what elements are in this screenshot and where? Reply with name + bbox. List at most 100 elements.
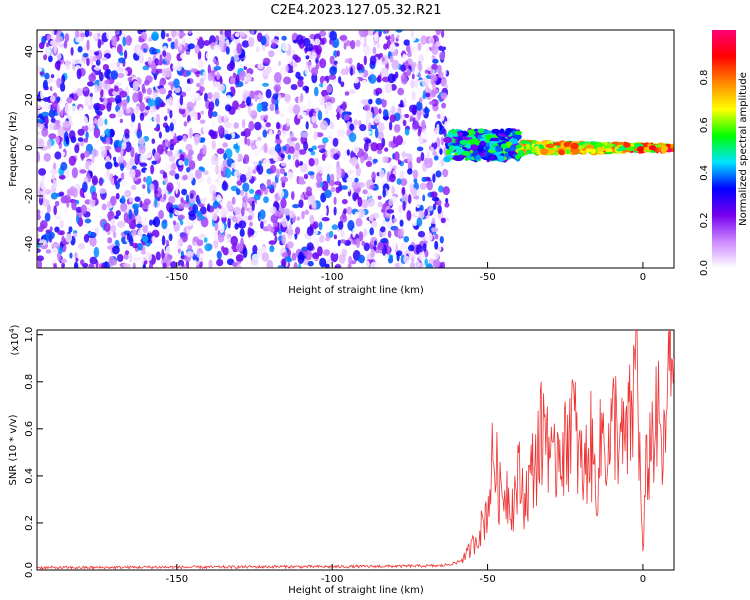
spectrogram-cell (366, 30, 375, 36)
spectrogram-cell (331, 245, 339, 255)
spectrogram-cell (129, 252, 133, 263)
spectrogram-cell (86, 39, 90, 51)
spectrogram-cell (149, 219, 153, 226)
spectrogram-cell (403, 39, 411, 46)
spectrogram-cell (381, 57, 385, 62)
spectrogram-cell (168, 233, 173, 242)
spectrogram-cell (295, 159, 300, 168)
spectrogram-cell (505, 141, 512, 147)
spectrogram-cell (408, 244, 415, 252)
spectrogram-cell (248, 206, 252, 215)
spectrogram-cell (414, 78, 419, 89)
spectrogram-cell (570, 142, 579, 150)
spectrogram-cell (298, 180, 306, 185)
spectrogram-cell (421, 119, 426, 130)
x-tick-label: -50 (479, 272, 495, 283)
spectrogram-cell (477, 134, 483, 139)
spectrogram-cell (433, 155, 439, 161)
spectrogram-cell (471, 152, 477, 157)
spectrogram-cell (186, 70, 192, 76)
spectrogram-cell (236, 242, 244, 253)
spectrogram-cell (280, 176, 289, 183)
spectrogram-cell (422, 90, 427, 100)
spectrogram-cell (420, 87, 424, 97)
spectrogram-cell (360, 36, 365, 46)
spectrogram-cell (410, 187, 418, 196)
spectrogram-cell (87, 96, 93, 106)
spectrogram-cell (425, 84, 430, 93)
spectrogram-cell (153, 151, 160, 161)
spectrogram-cell (51, 173, 56, 181)
spectrogram-cell (174, 38, 179, 50)
spectrogram-cell (188, 127, 193, 139)
spectrogram-cell (371, 171, 376, 181)
spectrogram-cell (49, 226, 53, 232)
spectrogram-cell (419, 182, 427, 190)
spectrogram-cell (116, 44, 123, 54)
spectrogram-cell (326, 258, 332, 265)
spectrogram-cell (64, 33, 70, 43)
spectrogram-cell (363, 228, 368, 237)
spectrogram-cell (306, 226, 314, 237)
spectrogram-cell (216, 258, 224, 267)
spectrogram-cell (51, 243, 59, 248)
spectrogram-cell (344, 91, 350, 96)
spectrogram-cell (284, 94, 291, 102)
spectrogram-cell (384, 147, 389, 152)
spectrogram-cell (435, 170, 442, 178)
spectrogram-cell (233, 143, 239, 150)
spectrogram-cell (292, 54, 299, 61)
spectrogram-cell (226, 63, 234, 72)
spectrogram-cell (60, 161, 68, 171)
spectrogram-cell (355, 39, 361, 48)
spectrogram-cell (53, 41, 60, 46)
spectrogram-cell (87, 119, 95, 126)
spectrogram-cell (157, 60, 163, 66)
spectrogram-cell (300, 193, 304, 199)
spectrogram-cell (185, 221, 193, 227)
spectrogram-cell (164, 138, 169, 148)
spectrogram-cell (151, 160, 158, 165)
spectrogram-cell (336, 50, 340, 57)
spectrogram-cell (137, 242, 143, 251)
spectrogram-cell (135, 261, 141, 268)
spectrogram-cell (310, 150, 316, 156)
spectrogram-cell (347, 220, 355, 231)
spectrogram-cell (217, 174, 223, 180)
spectrogram-cell (170, 30, 177, 38)
spectrogram-cell (311, 200, 317, 209)
spectrogram-cell (434, 127, 440, 135)
spectrogram-cell (177, 259, 185, 268)
spectrogram-cell (104, 79, 111, 85)
spectrogram-cell (267, 223, 272, 232)
spectrogram-cell (194, 112, 198, 121)
spectrogram-cell (262, 158, 271, 168)
spectrogram-cell (280, 153, 286, 159)
spectrogram-cell (263, 142, 268, 154)
spectrogram-cell (155, 113, 161, 125)
spectrogram-cell (204, 243, 212, 252)
spectrogram-cell (39, 211, 44, 217)
spectrogram-cell (133, 256, 139, 262)
spectrogram-cell (162, 227, 171, 234)
spectrogram-cell (230, 185, 238, 192)
spectrogram-cell (37, 151, 41, 162)
spectrogram-cell (274, 235, 278, 243)
spectrogram-cell (286, 50, 292, 56)
spectrogram-cell (393, 151, 400, 161)
spectrogram-cell (256, 30, 265, 33)
spectrogram-cell (143, 48, 147, 53)
spectrogram-cell (648, 145, 657, 151)
spectrogram-cell (83, 150, 90, 158)
spectrogram-cell (489, 137, 500, 142)
spectrogram-cell (396, 178, 402, 185)
spectrogram-cell (469, 144, 478, 151)
spectrogram-cell (222, 159, 228, 167)
spectrogram-cell (182, 135, 187, 143)
spectrogram-cell (377, 201, 383, 208)
spectrogram-cell (200, 86, 205, 92)
spectrogram-cell (121, 141, 127, 150)
spectrogram-cell (51, 101, 58, 110)
spectrogram-cell (80, 152, 84, 161)
spectrogram-cell (328, 230, 334, 238)
